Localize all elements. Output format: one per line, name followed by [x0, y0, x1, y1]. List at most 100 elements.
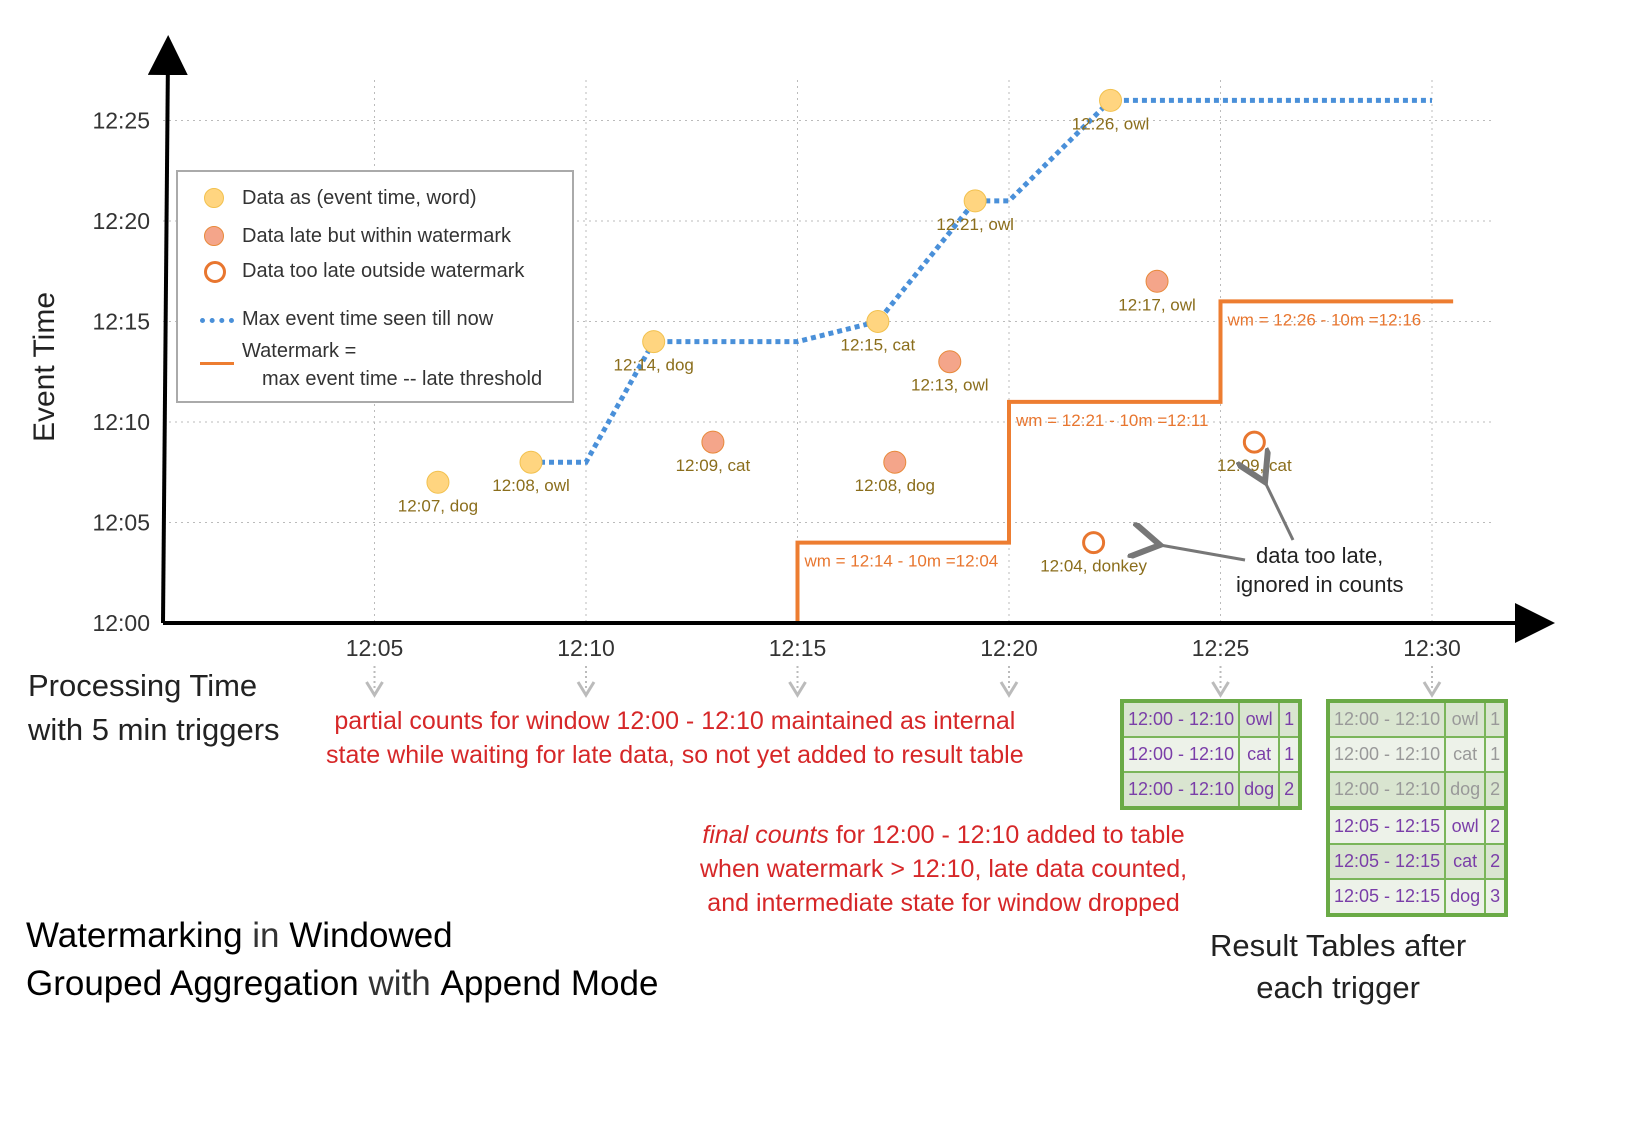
table-cell: 12:00 - 12:10	[1326, 700, 1447, 738]
y-tick-label: 12:00	[92, 610, 150, 636]
legend-on-time-marker	[204, 188, 224, 208]
result-table-1225: 12:00 - 12:10 owl 1 12:00 - 12:10 cat 1 12:00 …	[1120, 699, 1303, 810]
result-caption-2: each trigger	[1256, 970, 1420, 1005]
partial-line-2: state while waiting for late data, so no…	[326, 741, 1024, 769]
x-tick-label: 12:20	[980, 635, 1038, 661]
legend-max-line-marker	[200, 318, 234, 323]
legend-late-marker	[204, 226, 224, 246]
trigger-arrow-icon	[576, 681, 596, 698]
table-cell: owl	[1444, 806, 1487, 845]
data-point-late	[883, 450, 907, 474]
table-cell: owl	[1444, 700, 1487, 738]
table-row: 12:00 - 12:10 cat 1	[1120, 736, 1302, 773]
table-row: 12:00 - 12:10 cat 1	[1326, 736, 1508, 773]
table-cell: 12:00 - 12:10	[1326, 736, 1447, 773]
table-cell: dog	[1444, 878, 1487, 916]
watermark-label: wm = 12:14 - 10m =12:04	[804, 552, 999, 571]
table-row: 12:00 - 12:10 dog 2	[1120, 771, 1302, 809]
diagram-title: Watermarking in Windowed Grouped Aggrega…	[26, 912, 658, 1008]
data-point-label: 12:21, owl	[936, 215, 1014, 234]
table-cell: dog	[1238, 771, 1281, 809]
data-point-too_late	[1242, 430, 1266, 454]
final-counts-note: final counts for 12:00 - 12:10 added to …	[700, 818, 1187, 920]
final-line-3: and intermediate state for window droppe…	[707, 889, 1180, 917]
table-row: 12:00 - 12:10 owl 1	[1326, 700, 1508, 738]
table-cell: 12:05 - 12:15	[1326, 843, 1447, 880]
x-axis-label-1: Processing Time	[28, 668, 258, 703]
table-cell: 1	[1278, 736, 1302, 773]
data-point-label: 12:26, owl	[1072, 114, 1150, 133]
table-row: 12:05 - 12:15 dog 3	[1326, 878, 1508, 916]
data-point-label: 12:09, cat	[676, 456, 751, 475]
legend-watermark-marker	[200, 362, 234, 365]
title-line-2: Grouped Aggregation with Append Mode	[26, 960, 658, 1008]
data-point-label: 12:14, dog	[614, 356, 694, 375]
y-tick-label: 12:15	[92, 309, 150, 335]
data-point-too_late	[1082, 531, 1106, 555]
table-cell: dog	[1444, 771, 1487, 809]
table-cell: cat	[1444, 736, 1487, 773]
title-fragment: Append Mode	[440, 964, 659, 1003]
data-point-label: 12:08, owl	[492, 476, 570, 495]
data-point-on_time	[519, 450, 543, 474]
data-point-on_time	[866, 310, 890, 333]
partial-counts-note: partial counts for window 12:00 - 12:10 …	[326, 704, 1024, 772]
data-point-late	[938, 350, 962, 374]
data-point-label: 12:08, dog	[855, 476, 935, 495]
legend: Data as (event time, word) Data late but…	[176, 170, 574, 403]
legend-too-late-marker	[204, 261, 226, 283]
x-tick-label: 12:10	[557, 635, 615, 661]
too-late-note-1: data too late,	[1256, 543, 1384, 568]
trigger-arrow-icon	[999, 681, 1019, 698]
x-tick-label: 12:15	[769, 635, 827, 661]
y-axis-label: Event Time	[28, 291, 62, 443]
data-point-on_time	[963, 189, 987, 213]
data-point-label: 12:09, cat	[1217, 456, 1292, 475]
result-tables-caption: Result Tables after each trigger	[1210, 925, 1466, 1009]
table-cell: 12:00 - 12:10	[1326, 771, 1447, 809]
table-cell: 2	[1278, 771, 1302, 809]
watermark-label: wm = 12:26 - 10m =12:16	[1227, 310, 1422, 329]
legend-watermark-2: max event time -- late threshold	[262, 368, 543, 390]
legend-watermark-1: Watermark =	[242, 340, 357, 362]
watermark-label: wm = 12:21 - 10m =12:11	[1015, 411, 1208, 430]
final-line-1: for 12:00 - 12:10 added to table	[828, 821, 1185, 849]
data-point-late	[1145, 269, 1169, 293]
table-row: 12:05 - 12:15 cat 2	[1326, 843, 1508, 880]
y-axis	[147, 35, 188, 624]
table-cell: 12:05 - 12:15	[1326, 806, 1447, 845]
legend-on-time: Data as (event time, word)	[242, 187, 477, 209]
table-cell: cat	[1238, 736, 1281, 773]
table-cell: 1	[1484, 700, 1508, 738]
data-point-on_time	[1099, 88, 1123, 112]
arrow-to-cat	[1265, 482, 1295, 541]
y-tick-label: 12:20	[92, 208, 150, 234]
partial-line-1: partial counts for window 12:00 - 12:10 …	[334, 707, 1016, 735]
title-fragment: in	[242, 916, 290, 955]
data-point-label: 12:04, donkey	[1040, 557, 1147, 576]
x-axis-label-2: with 5 min triggers	[28, 712, 280, 747]
data-point-label: 12:13, owl	[911, 376, 989, 395]
table-cell: 12:05 - 12:15	[1326, 878, 1447, 916]
data-point-label: 12:17, owl	[1118, 295, 1196, 314]
data-point-label: 12:15, cat	[841, 336, 916, 355]
trigger-arrow-icon	[365, 681, 384, 698]
trigger-arrow-icon	[1422, 681, 1442, 698]
table-cell: 12:00 - 12:10	[1120, 736, 1241, 773]
too-late-note-2: ignored in counts	[1236, 572, 1404, 597]
title-fragment: with	[358, 964, 441, 1003]
y-tick-label: 12:25	[92, 108, 150, 134]
final-counts-emphasis: final counts	[702, 821, 829, 849]
title-fragment: Windowed	[289, 916, 453, 955]
table-cell: 1	[1484, 736, 1508, 773]
title-fragment: Grouped Aggregation	[26, 964, 359, 1003]
y-tick-label: 12:10	[92, 409, 150, 435]
watermark-line	[795, 299, 1454, 623]
title-line-1: Watermarking in Windowed	[26, 912, 658, 960]
table-cell: 2	[1484, 806, 1508, 845]
x-tick-label: 12:30	[1403, 635, 1461, 661]
data-point-on_time	[642, 330, 666, 354]
title-fragment: Watermarking	[26, 916, 243, 955]
final-line-2: when watermark > 12:10, late data counte…	[700, 855, 1188, 883]
